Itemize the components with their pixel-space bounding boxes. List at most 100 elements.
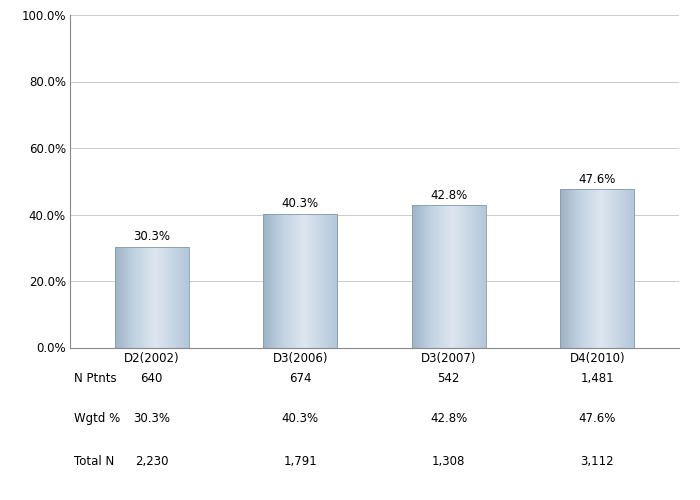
Bar <box>434 205 435 348</box>
Bar <box>438 205 439 348</box>
Bar <box>295 214 297 348</box>
Bar <box>142 247 144 348</box>
Bar <box>469 205 470 348</box>
Bar <box>582 189 584 348</box>
Bar <box>631 189 633 348</box>
Bar <box>580 189 582 348</box>
Bar <box>458 205 459 348</box>
Bar <box>440 205 441 348</box>
Bar <box>432 205 433 348</box>
Bar <box>466 205 468 348</box>
Bar <box>321 214 323 348</box>
Bar <box>313 214 314 348</box>
Bar <box>115 247 116 348</box>
Bar <box>631 189 632 348</box>
Bar <box>565 189 566 348</box>
Bar <box>267 214 268 348</box>
Bar <box>446 205 447 348</box>
Bar <box>327 214 328 348</box>
Bar <box>612 189 613 348</box>
Bar <box>451 205 452 348</box>
Text: 1,308: 1,308 <box>432 455 466 468</box>
Bar <box>473 205 474 348</box>
Bar <box>315 214 316 348</box>
Bar <box>159 247 160 348</box>
Text: 42.8%: 42.8% <box>430 412 468 425</box>
Text: 40.3%: 40.3% <box>281 412 318 425</box>
Bar <box>166 247 167 348</box>
Bar <box>439 205 440 348</box>
Text: 47.6%: 47.6% <box>579 173 616 186</box>
Bar <box>144 247 146 348</box>
Bar <box>449 205 451 348</box>
Bar <box>480 205 481 348</box>
Bar <box>155 247 157 348</box>
Text: 2,230: 2,230 <box>135 455 169 468</box>
Bar <box>150 247 151 348</box>
Text: 47.6%: 47.6% <box>579 412 616 425</box>
Bar <box>153 247 155 348</box>
Bar <box>294 214 295 348</box>
Bar <box>119 247 120 348</box>
Bar <box>568 189 570 348</box>
Bar <box>164 247 165 348</box>
Bar <box>160 247 161 348</box>
Bar <box>436 205 437 348</box>
Bar <box>181 247 183 348</box>
Bar <box>443 205 444 348</box>
Bar <box>321 214 322 348</box>
Bar <box>279 214 280 348</box>
Bar <box>563 189 564 348</box>
Bar <box>332 214 334 348</box>
Bar <box>564 189 565 348</box>
Bar <box>266 214 267 348</box>
Bar <box>417 205 419 348</box>
Bar <box>138 247 139 348</box>
Bar <box>608 189 609 348</box>
Bar <box>263 214 337 348</box>
Bar <box>466 205 467 348</box>
Bar <box>607 189 608 348</box>
Bar <box>634 189 635 348</box>
Bar <box>280 214 281 348</box>
Bar <box>452 205 453 348</box>
Bar <box>477 205 478 348</box>
Bar <box>600 189 601 348</box>
Text: 3,112: 3,112 <box>580 455 614 468</box>
Bar <box>435 205 436 348</box>
Bar <box>139 247 141 348</box>
Bar <box>139 247 140 348</box>
Bar <box>300 214 302 348</box>
Bar <box>598 189 599 348</box>
Bar <box>264 214 265 348</box>
Bar <box>292 214 293 348</box>
Bar <box>284 214 285 348</box>
Bar <box>130 247 131 348</box>
Bar <box>431 205 433 348</box>
Bar <box>601 189 602 348</box>
Bar <box>463 205 465 348</box>
Bar <box>611 189 612 348</box>
Bar <box>568 189 569 348</box>
Bar <box>141 247 142 348</box>
Bar <box>412 205 413 348</box>
Bar <box>616 189 617 348</box>
Bar <box>429 205 430 348</box>
Bar <box>449 205 450 348</box>
Bar <box>302 214 303 348</box>
Bar <box>307 214 308 348</box>
Text: Wgtd %: Wgtd % <box>74 412 120 425</box>
Text: 542: 542 <box>438 372 460 386</box>
Bar <box>177 247 178 348</box>
Bar <box>461 205 462 348</box>
Bar <box>298 214 299 348</box>
Bar <box>118 247 120 348</box>
Bar <box>176 247 177 348</box>
Bar <box>416 205 417 348</box>
Bar <box>334 214 335 348</box>
Bar <box>188 247 189 348</box>
Bar <box>584 189 585 348</box>
Bar <box>626 189 627 348</box>
Bar <box>309 214 310 348</box>
Bar <box>156 247 158 348</box>
